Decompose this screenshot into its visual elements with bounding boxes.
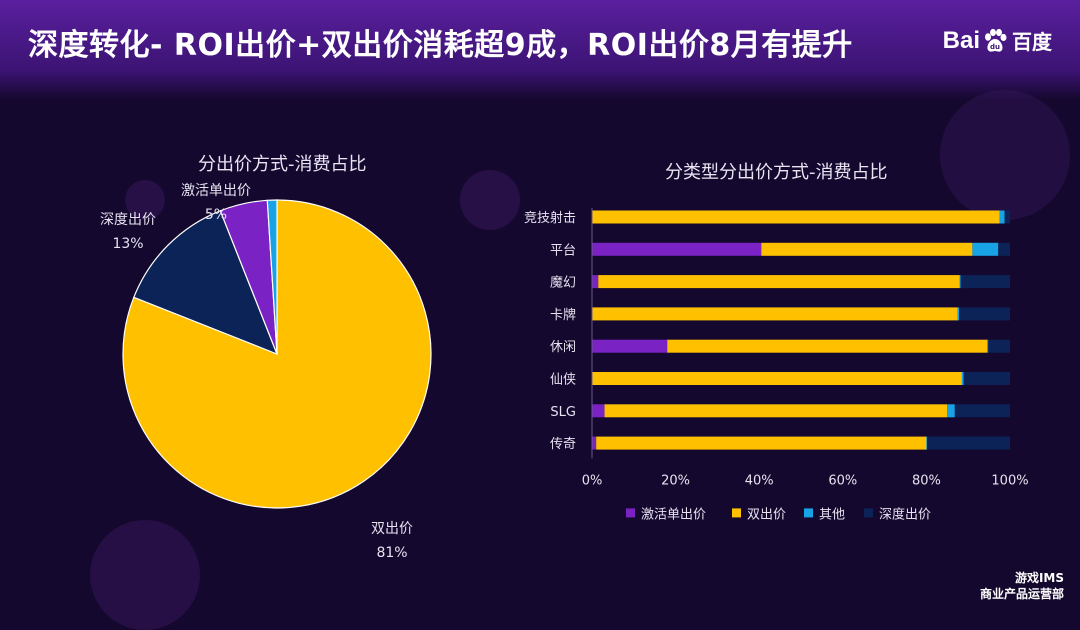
x-tick-label: 40% xyxy=(745,473,774,488)
bar-segment xyxy=(592,339,668,353)
page-title: 深度转化- ROI出价+双出价消耗超9成，ROI出价8月有提升 xyxy=(28,28,853,63)
pie-chart-title: 分出价方式-消费占比 xyxy=(198,154,367,175)
pie-slice-name: 深度出价 xyxy=(100,212,156,228)
footer-line2: 商业产品运营部 xyxy=(979,587,1064,601)
legend-swatch xyxy=(732,508,741,518)
bar-segment xyxy=(957,307,960,321)
legend-swatch xyxy=(626,508,635,518)
x-tick-label: 60% xyxy=(828,473,857,488)
category-label: 魔幻 xyxy=(550,276,576,291)
category-label: SLG xyxy=(550,405,576,420)
pie-slice-name: 激活单出价 xyxy=(181,182,251,199)
footer-line1: 游戏IMS xyxy=(1014,571,1064,585)
bar-segment xyxy=(960,275,1010,289)
footer: 游戏IMS 商业产品运营部 xyxy=(980,570,1064,602)
decor-circle xyxy=(460,170,520,230)
pie-slice xyxy=(133,210,279,356)
bar-segment xyxy=(592,404,605,418)
legend-label: 双出价 xyxy=(747,507,786,522)
pie-slice-value: 5% xyxy=(205,207,227,223)
bar-segment xyxy=(987,339,989,353)
header-band xyxy=(0,0,1080,100)
bar-segment xyxy=(947,404,955,418)
category-label: 仙侠 xyxy=(550,373,576,388)
category-label: 卡牌 xyxy=(550,307,576,323)
baidu-logo: Bai du 百度 xyxy=(943,26,1052,55)
bar-segment xyxy=(998,242,1010,256)
bar-segment xyxy=(988,339,1010,353)
legend-swatch xyxy=(804,508,813,518)
bar-segment xyxy=(604,404,948,418)
category-label: 竞技射击 xyxy=(524,210,576,226)
bar-segment xyxy=(596,436,927,450)
bar-segment xyxy=(592,275,599,289)
pie-slice-value: 13% xyxy=(112,236,143,252)
x-tick-label: 80% xyxy=(912,473,941,488)
bar-segment xyxy=(999,210,1005,224)
x-tick-label: 20% xyxy=(661,473,690,488)
bar-segment xyxy=(761,242,973,256)
bar-segment xyxy=(959,275,961,289)
pie-chart: 双出价 81% 深度出价 13% 激活单出价 5% xyxy=(100,182,432,561)
x-tick-label: 100% xyxy=(991,473,1028,488)
bar-segment xyxy=(592,242,762,256)
bar-segment xyxy=(592,436,597,450)
bar-segment xyxy=(592,210,1000,224)
bar-segment xyxy=(954,404,1010,418)
bar-chart-title: 分类型分出价方式-消费占比 xyxy=(665,162,888,183)
legend-label: 深度出价 xyxy=(879,506,931,522)
legend-label: 其他 xyxy=(819,507,845,522)
bar-segment xyxy=(1004,210,1010,224)
legend-swatch xyxy=(864,508,873,518)
bar-segment xyxy=(592,372,962,385)
bar-segment xyxy=(959,307,1010,321)
bar-segment xyxy=(972,242,999,256)
paw-icon: du xyxy=(985,28,1007,52)
legend-label: 激活单出价 xyxy=(641,507,706,522)
logo-text-latin: Bai xyxy=(942,26,980,54)
pie-slice-name: 双出价 xyxy=(371,521,413,537)
category-label: 传奇 xyxy=(550,436,576,452)
bar-segment xyxy=(667,339,988,353)
x-tick-label: 0% xyxy=(582,473,603,488)
category-label: 休闲 xyxy=(550,340,576,355)
bar-segment xyxy=(598,275,960,289)
decor-circle xyxy=(940,90,1070,220)
pie-slice-value: 81% xyxy=(376,545,407,561)
bar-segment xyxy=(592,307,958,321)
bar-segment xyxy=(926,436,928,450)
category-label: 平台 xyxy=(550,243,576,258)
logo-text-cn: 百度 xyxy=(1012,32,1052,54)
bar-segment xyxy=(961,372,964,385)
pie-slice xyxy=(266,199,278,355)
decor-circle xyxy=(125,180,165,220)
bar-segment xyxy=(963,372,1010,385)
bar-segment xyxy=(927,436,1010,450)
svg-text:du: du xyxy=(990,43,1000,51)
